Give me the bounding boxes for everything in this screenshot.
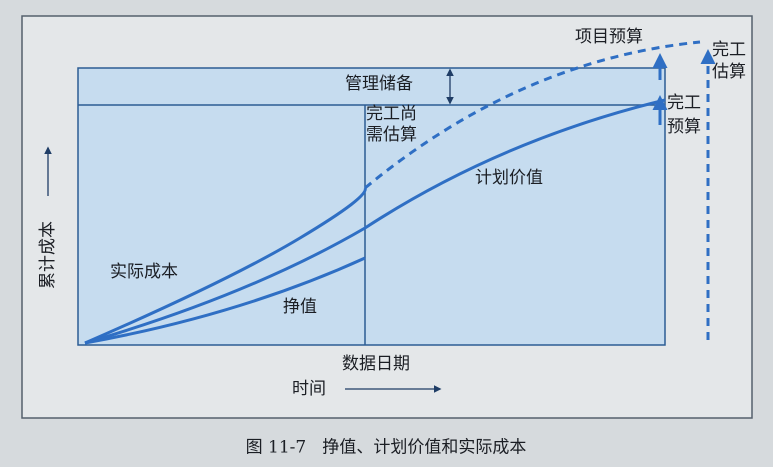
label: 完工 (667, 93, 701, 113)
actual-cost-curve (84, 187, 367, 345)
label: 管理储备 (345, 74, 413, 94)
chart-area (77, 67, 666, 346)
pv-curve (84, 98, 666, 345)
label: 计划价值 (475, 168, 543, 188)
label: 估算 (712, 62, 746, 82)
label: 完工 (712, 40, 746, 60)
label: 项目预算 (575, 27, 643, 47)
label: 数据日期 (342, 354, 410, 374)
ev-curve (84, 256, 366, 345)
x-axis-label: 时间 (292, 379, 326, 399)
caption: 图 11-7 挣值、计划价值和实际成本 (246, 438, 527, 458)
label: 完工尚 (366, 104, 417, 124)
eac-curve (364, 40, 701, 190)
y-axis-label: 累计成本 (38, 221, 58, 289)
label: 挣值 (283, 297, 317, 317)
label: 预算 (667, 117, 701, 137)
label: 实际成本 (110, 262, 178, 282)
label: 需估算 (366, 125, 417, 145)
